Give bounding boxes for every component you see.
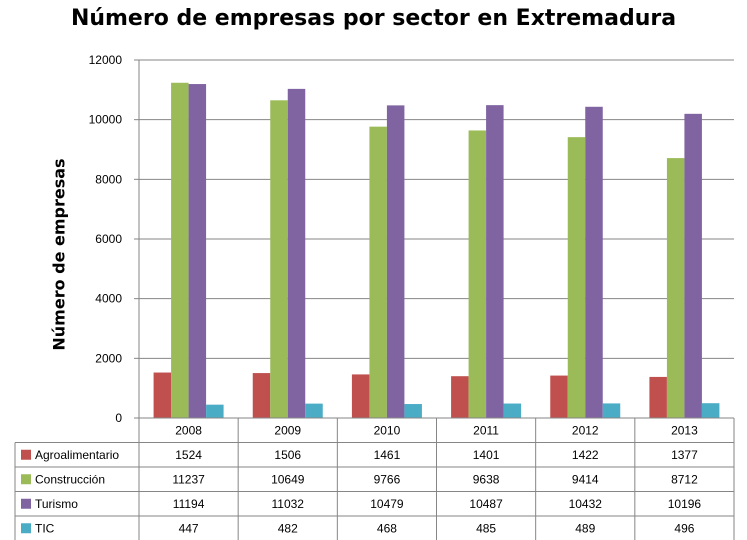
bar bbox=[351, 374, 370, 418]
data-table-value: 9414 bbox=[572, 472, 599, 486]
bar bbox=[666, 158, 685, 419]
bar bbox=[451, 376, 469, 418]
legend-label: Construcción bbox=[35, 472, 105, 486]
data-table-value: 485 bbox=[476, 521, 496, 535]
bar bbox=[468, 130, 487, 418]
bar bbox=[188, 84, 207, 419]
data-table-value: 10479 bbox=[370, 497, 404, 511]
y-tick-label: 10000 bbox=[89, 113, 123, 127]
data-table-value: 11032 bbox=[272, 497, 305, 511]
data-table-value: 11237 bbox=[172, 472, 205, 486]
data-table-value: 10487 bbox=[469, 497, 503, 511]
legend-key bbox=[21, 474, 31, 485]
data-table-value: 9638 bbox=[473, 472, 500, 486]
data-table-value: 11194 bbox=[173, 497, 205, 511]
data-table-value: 10196 bbox=[668, 497, 702, 511]
bar bbox=[153, 372, 172, 418]
bar bbox=[486, 105, 504, 419]
y-tick-label: 2000 bbox=[95, 351, 122, 365]
bar bbox=[550, 375, 568, 418]
bar bbox=[602, 403, 621, 418]
y-tick-label: 0 bbox=[115, 411, 122, 425]
bar bbox=[270, 100, 288, 418]
bar bbox=[585, 106, 603, 419]
x-tick-label: 2008 bbox=[175, 423, 202, 437]
bar bbox=[649, 376, 667, 418]
bar bbox=[386, 105, 405, 419]
bar bbox=[701, 403, 720, 418]
y-tick-label: 8000 bbox=[95, 172, 122, 186]
data-table-value: 1506 bbox=[274, 448, 301, 462]
x-tick-label: 2011 bbox=[473, 423, 499, 437]
data-table-value: 1422 bbox=[572, 448, 599, 462]
y-tick-label: 6000 bbox=[95, 232, 122, 246]
legend-label: Turismo bbox=[35, 497, 78, 511]
data-table-value: 468 bbox=[377, 521, 397, 535]
bar bbox=[171, 82, 189, 419]
data-table-value: 482 bbox=[278, 521, 298, 535]
data-table-value: 10432 bbox=[569, 497, 603, 511]
bar bbox=[252, 373, 271, 418]
x-tick-label: 2013 bbox=[671, 423, 698, 437]
data-table-value: 8712 bbox=[671, 472, 698, 486]
legend-key bbox=[21, 523, 31, 534]
bar bbox=[567, 137, 586, 419]
data-table-value: 10649 bbox=[271, 472, 305, 486]
legend-key bbox=[21, 449, 31, 460]
x-tick-label: 2010 bbox=[374, 423, 401, 437]
bar bbox=[684, 113, 702, 418]
bar bbox=[305, 403, 323, 418]
y-tick-label: 4000 bbox=[95, 292, 122, 306]
legend-key bbox=[21, 498, 31, 509]
data-table-value: 1401 bbox=[473, 448, 500, 462]
x-tick-label: 2009 bbox=[274, 423, 301, 437]
data-table-value: 489 bbox=[575, 521, 595, 535]
bar bbox=[503, 403, 522, 418]
data-table-value: 9766 bbox=[374, 472, 401, 486]
data-table-value: 1377 bbox=[671, 448, 698, 462]
data-table-value: 1461 bbox=[374, 448, 401, 462]
bar bbox=[369, 126, 387, 418]
x-tick-label: 2012 bbox=[572, 423, 599, 437]
bar bbox=[404, 404, 422, 418]
data-table-value: 1524 bbox=[175, 448, 202, 462]
bar bbox=[287, 88, 306, 419]
data-table-value: 447 bbox=[179, 521, 199, 535]
legend-label: TIC bbox=[35, 521, 55, 535]
legend-label: Agroalimentario bbox=[35, 448, 119, 462]
bar bbox=[206, 404, 224, 418]
data-table-value: 496 bbox=[674, 521, 694, 535]
chart-title: Número de empresas por sector en Extrema… bbox=[70, 6, 677, 31]
y-tick-label: 12000 bbox=[89, 53, 123, 67]
